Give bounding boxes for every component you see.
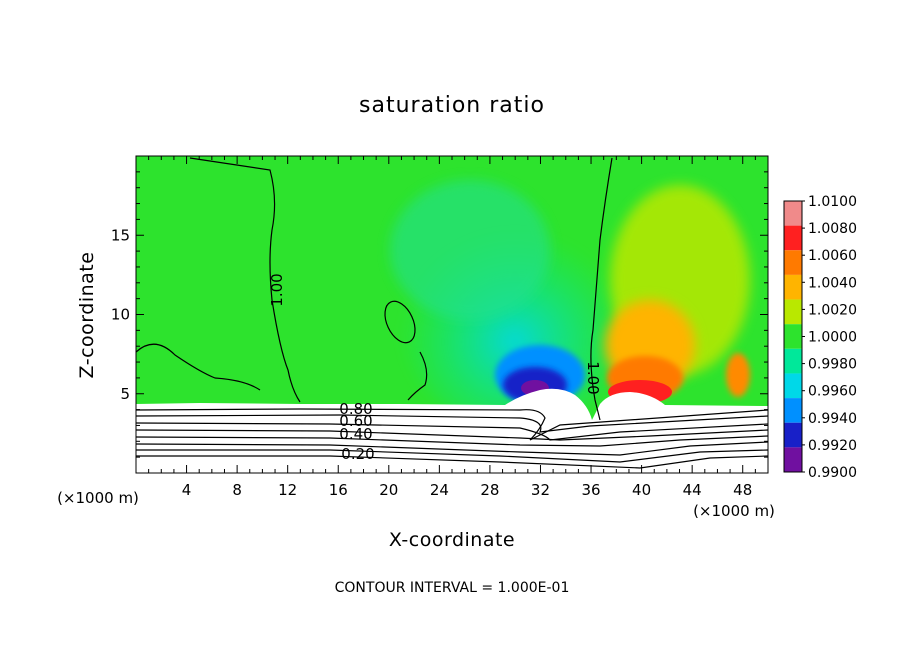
contour-1-00-left [189,157,301,403]
field-orange-spot [726,353,750,397]
x-axis-title: X-coordinate [389,529,515,551]
colorbar-label: 1.0020 [808,302,857,318]
x-tick-label: 24 [430,481,449,499]
colorbar-label: 0.9900 [808,465,857,481]
x-axis: 4 8 12 16 20 24 28 32 36 40 44 48 [148,156,756,499]
x-tick-label: 4 [182,481,192,499]
colorbar-label: 0.9920 [808,438,857,454]
contour-label-0-40: 0.40 [339,425,372,443]
colorbar-swatch [784,250,802,275]
colorbar-swatch [784,299,802,325]
colorbar-label: 0.9940 [808,411,857,427]
contour-interval-note: CONTOUR INTERVAL = 1.000E-01 [335,580,570,596]
colorbar-label: 1.0000 [808,330,857,346]
y-axis-title: Z-coordinate [76,252,98,379]
x-unit-label: (×1000 m) [57,489,139,507]
field-white-zone [136,388,768,473]
contour-1-00-right [590,157,613,421]
y-axis: 5 10 15 [111,171,768,458]
colorbar-swatch [784,225,802,251]
contour-label-group: 1.00 1.00 0.80 0.60 0.40 0.20 [268,273,602,463]
contour-label-0-80: 0.80 [339,400,372,418]
colorbar-label: 1.0080 [808,221,857,237]
colorbar-label: 0.9960 [808,384,857,400]
colorbar-swatch [784,274,802,300]
colorbar-label: 1.0040 [808,275,857,291]
colorbar-swatch [784,348,802,374]
field-aqua-zone [390,180,550,320]
x-tick-label: 16 [329,481,348,499]
x-tick-label: 40 [632,481,651,499]
contour-label-0-20: 0.20 [341,445,374,463]
contour-lines [136,157,768,469]
colorbar-swatch [784,324,802,349]
colorbar-label: 1.0100 [808,194,857,210]
colorbar-label: 0.9980 [808,357,857,373]
contour-closed-2 [407,351,428,401]
contour-0-30 [136,449,768,463]
contour-1-00-leftlow [136,343,261,391]
x-tick-label: 36 [581,481,600,499]
contour-label-left: 1.00 [268,273,286,306]
contour-0-50 [136,435,768,447]
colorbar-swatch [784,422,802,448]
x-tick-label: 20 [379,481,398,499]
x-tick-label: 28 [480,481,499,499]
x-tick-label: 32 [531,481,550,499]
x-tick-label: 48 [733,481,752,499]
plot-area [136,156,768,473]
contour-0-20 [136,455,768,469]
colorbar-swatch [784,398,802,423]
x-unit-label-right: (×1000 m) [693,502,775,520]
contour-0-90 [136,408,768,441]
contour-0-80 [136,414,768,433]
contour-label-0-60: 0.60 [339,412,372,430]
y-tick-label: 10 [111,306,130,324]
colorbar-swatch [784,373,802,399]
x-tick-label: 44 [683,481,702,499]
y-tick-label: 5 [120,385,130,403]
contour-closed-1 [384,300,416,344]
contour-0-40 [136,441,768,456]
colorbar-label: 1.0060 [808,248,857,264]
colorbar: 1.0100 1.0080 1.0060 1.0040 1.0020 1.0000 0.99… [783,194,857,481]
contour-0-60 [136,429,768,441]
y-tick-label: 15 [111,226,130,244]
contour-label-right: 1.00 [584,361,602,394]
x-tick-label: 8 [232,481,242,499]
chart-title: saturation ratio [359,93,545,118]
colorbar-swatch [784,201,802,226]
x-tick-label: 12 [278,481,297,499]
colorbar-swatch [784,447,802,472]
